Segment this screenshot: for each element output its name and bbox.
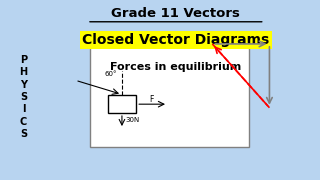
- Text: S: S: [20, 92, 27, 102]
- Text: 30N: 30N: [125, 117, 139, 123]
- Text: F: F: [149, 94, 153, 103]
- Text: S: S: [20, 129, 27, 139]
- FancyBboxPatch shape: [90, 37, 249, 147]
- FancyBboxPatch shape: [108, 95, 136, 113]
- Text: I: I: [22, 105, 25, 114]
- Text: P: P: [20, 55, 27, 65]
- Text: Forces in equilibrium: Forces in equilibrium: [110, 62, 242, 72]
- Text: Y: Y: [20, 80, 27, 90]
- Text: C: C: [20, 117, 27, 127]
- Text: H: H: [20, 67, 28, 77]
- Text: Grade 11 Vectors: Grade 11 Vectors: [111, 7, 240, 20]
- Text: 60°: 60°: [105, 71, 117, 77]
- Text: Closed Vector Diagrams: Closed Vector Diagrams: [82, 33, 269, 47]
